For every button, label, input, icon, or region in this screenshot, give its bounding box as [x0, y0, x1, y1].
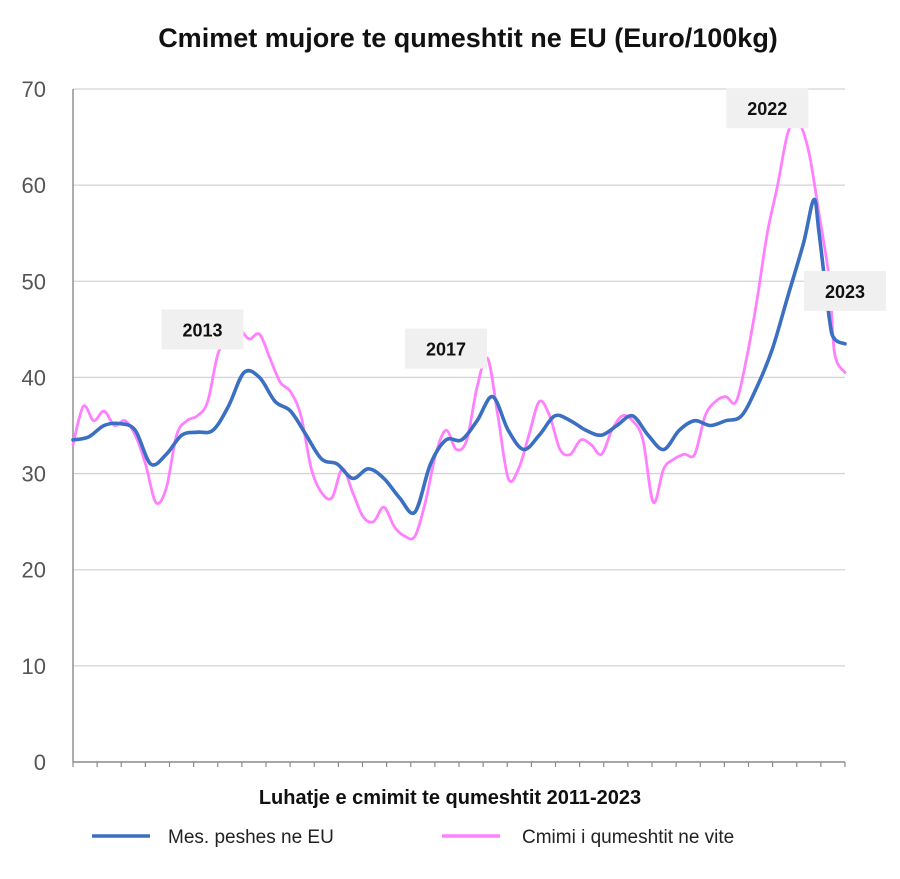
- legend-label: Mes. peshes ne EU: [168, 827, 334, 848]
- series-line-1: [71, 119, 847, 541]
- gridlines: [73, 88, 845, 667]
- annotation-2017: 2017: [405, 328, 488, 369]
- y-tick-label: 40: [22, 365, 46, 390]
- series-line-0: [71, 197, 847, 516]
- y-tick-label: 60: [22, 173, 46, 198]
- y-tick-label: 0: [34, 750, 46, 775]
- series-lines: [71, 119, 847, 541]
- annotation-label: 2017: [426, 340, 466, 360]
- legend: Mes. peshes ne EU Cmimi i qumeshtit ne vi…: [92, 827, 734, 848]
- annotation-box: [804, 270, 886, 311]
- legend-item-1: Cmimi i qumeshtit ne vite: [442, 827, 734, 848]
- annotation-2013: 2013: [161, 309, 244, 350]
- y-tick-label: 10: [22, 654, 46, 679]
- annotation-box: [161, 309, 244, 350]
- annotation-2023: 2023: [804, 270, 886, 311]
- x-axis-label: Luhatje e cmimit te qumeshtit 2011-2023: [259, 787, 641, 809]
- x-axis: [72, 761, 846, 767]
- y-axis: 0 10 20 30 40 50 60 70: [22, 77, 74, 775]
- y-tick-label: 70: [22, 77, 46, 102]
- annotations: 2013 2017 2022 2023: [161, 88, 886, 369]
- annotation-2022: 2022: [726, 88, 809, 129]
- annotation-box: [405, 328, 488, 369]
- legend-item-0: Mes. peshes ne EU: [92, 827, 334, 848]
- annotation-box: [726, 88, 809, 129]
- y-tick-label: 20: [22, 558, 46, 583]
- chart-title: Cmimet mujore te qumeshtit ne EU (Euro/1…: [158, 23, 778, 53]
- annotation-label: 2022: [747, 99, 787, 119]
- annotation-label: 2023: [825, 282, 865, 302]
- y-tick-label: 30: [22, 462, 46, 487]
- legend-label: Cmimi i qumeshtit ne vite: [522, 827, 734, 848]
- annotation-label: 2013: [183, 320, 223, 340]
- y-tick-label: 50: [22, 269, 46, 294]
